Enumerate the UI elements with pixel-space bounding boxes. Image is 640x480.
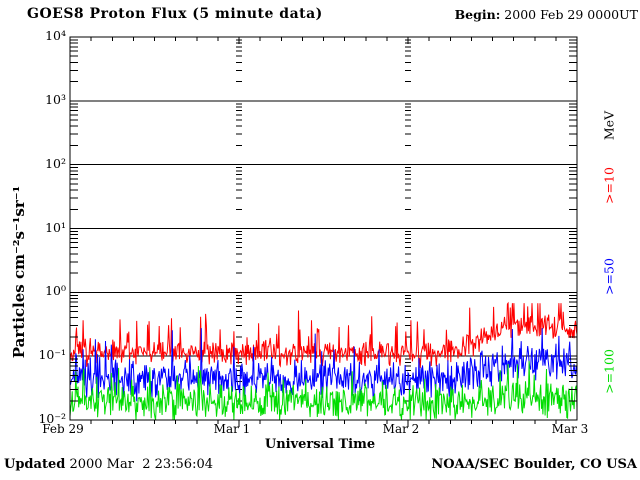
series-line-gege50 — [69, 328, 578, 402]
x-tick-label-mar-2: Mar 2 — [382, 422, 420, 436]
y-tick-label-10⁰: 10⁰ — [45, 283, 66, 299]
updated-label: Updated — [4, 457, 66, 472]
legend-label-100mev: >=100 — [601, 349, 617, 394]
y-minor-ticks — [70, 39, 577, 402]
x-ticks — [90, 37, 557, 427]
begin-label: Begin: — [454, 7, 501, 22]
chart-title: GOES8 Proton Flux (5 minute data) — [27, 6, 323, 22]
y-tick-label-10⁻²: 10⁻² — [38, 411, 66, 426]
updated-value: 2000 Mar 2 23:56:04 — [65, 457, 213, 472]
begin-value: 2000 Feb 29 0000UT — [500, 7, 638, 22]
series-line-gege10 — [69, 301, 578, 368]
begin-timestamp: Begin: 2000 Feb 29 0000UT — [455, 7, 638, 22]
y-tick-label-10¹: 10¹ — [45, 219, 66, 235]
x-tick-label-mar-1: Mar 1 — [213, 422, 251, 436]
y-tick-label-10⁴: 10⁴ — [45, 28, 66, 43]
series-line-gege100 — [69, 360, 578, 421]
credit-text: NOAA/SEC Boulder, CO USA — [431, 457, 637, 472]
updated-timestamp: Updated 2000 Mar 2 23:56:04 — [4, 457, 213, 472]
y-tick-label-10³: 10³ — [45, 91, 66, 107]
x-tick-label-feb-29: Feb 29 — [42, 422, 84, 436]
y-gridlines — [70, 100, 577, 357]
y-tick-label-10²: 10² — [45, 155, 66, 171]
x-axis-title: Universal Time — [264, 437, 376, 452]
y-tick-label-10⁻¹: 10⁻¹ — [38, 347, 66, 363]
x-tick-label-mar-3: Mar 3 — [551, 422, 589, 436]
